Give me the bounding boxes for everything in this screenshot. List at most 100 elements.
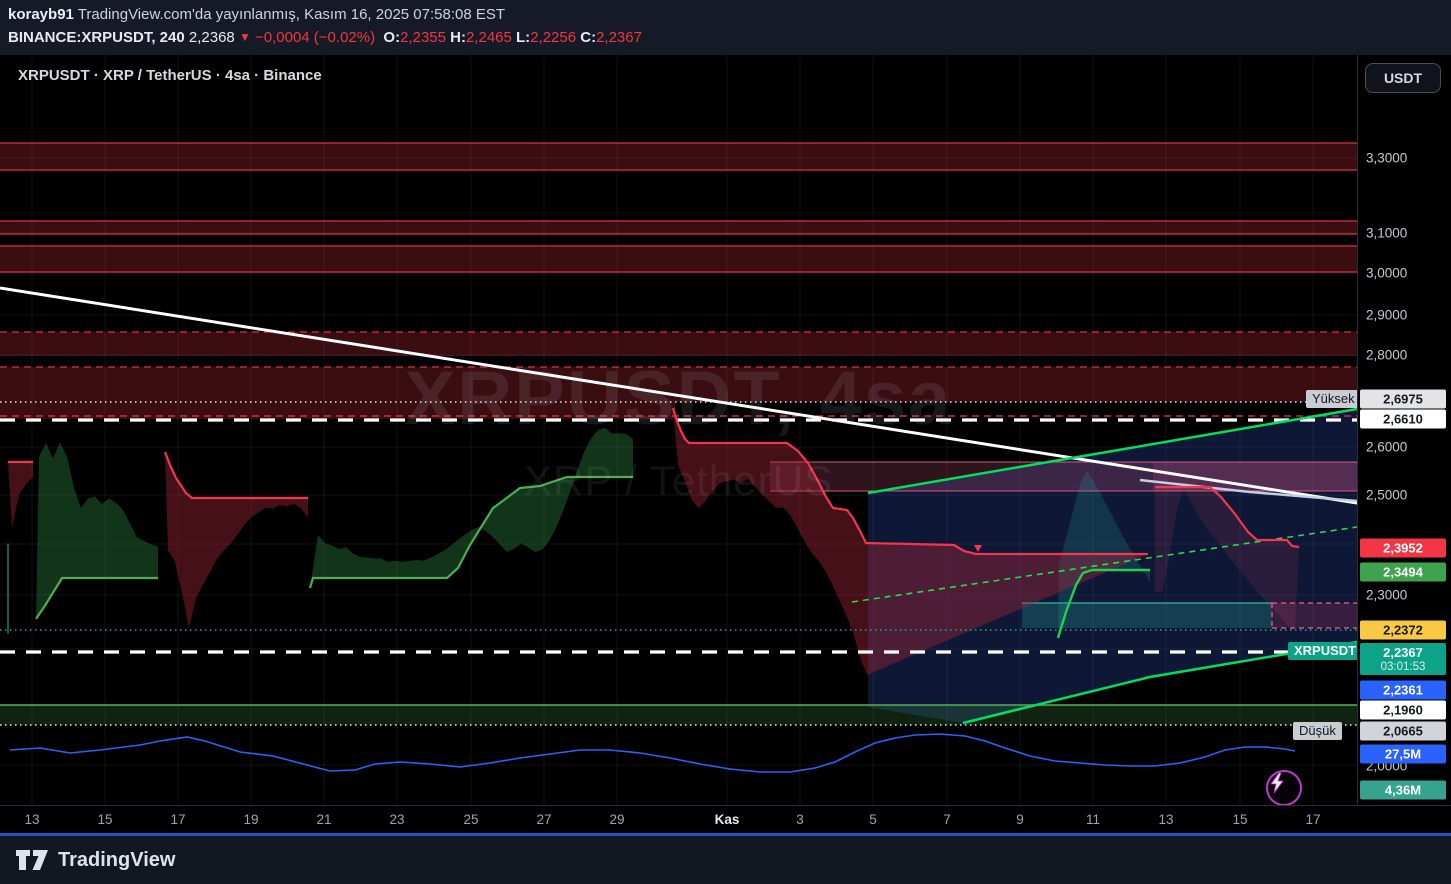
rising-green-dashed-trendline [851, 526, 1357, 603]
time-tick: 27 [536, 812, 552, 827]
price-badge: 2,6975 [1360, 389, 1446, 409]
ohlc-value: 2,2367 [596, 29, 647, 46]
supertrend-resistance-line [671, 407, 1148, 556]
time-tick: 11 [1085, 812, 1101, 827]
symbol-name: BINANCE:XRPUSDT, 240 [8, 29, 185, 46]
time-tick: 13 [24, 812, 40, 827]
channel-fill [868, 409, 1357, 723]
high-flag-badge: Yüksek [1306, 390, 1361, 408]
price-badge: 27,5M [1360, 744, 1446, 764]
trend-fill [310, 427, 633, 588]
grid-lines [0, 55, 1357, 805]
ohlc-value: 2,2256 [530, 29, 581, 46]
ohlc-value: 2,2355 [400, 29, 451, 46]
supertrend-resistance-line [163, 451, 308, 500]
supertrend-support-line [308, 475, 633, 589]
chart-plot-area[interactable]: XRPUSDT, 4sa XRP / TetherUS XRPUSDT · XR… [0, 55, 1363, 806]
sell-signal-marker [974, 545, 982, 552]
down-triangle-icon: ▼ [238, 30, 251, 44]
price-badge: 2,2367 03:01:53 [1360, 643, 1446, 675]
trend-fill [165, 452, 308, 628]
supply-zones [0, 142, 1357, 419]
chart-legend[interactable]: XRPUSDT · XRP / TetherUS · 4sa · Binance [18, 67, 322, 84]
time-tick: 9 [1016, 812, 1024, 827]
tradingview-logo[interactable]: TradingView [14, 847, 175, 873]
time-tick: 17 [1305, 812, 1321, 827]
lavender-ma-trendline [1139, 478, 1357, 503]
price-tick: 2,9000 [1366, 307, 1408, 323]
ohlc-key: L: [516, 29, 531, 46]
price-badge: 2,3952 [1360, 538, 1446, 558]
time-tick: 3 [796, 812, 804, 827]
tradingview-logo-icon [16, 850, 48, 870]
time-tick: Kas [714, 812, 740, 827]
footer-bar: TradingView [0, 836, 1451, 884]
time-tick: 15 [97, 812, 113, 827]
supertrend-support-line [35, 576, 158, 620]
byline: korayb91 TradingView.com'da yayınlanmış,… [8, 6, 505, 23]
low-flag-badge: Düşük [1293, 722, 1342, 740]
price-chart-svg [0, 55, 1357, 805]
price-tick: 2,6000 [1366, 439, 1408, 455]
supertrend-resistance-line [1155, 485, 1300, 549]
time-tick: 7 [943, 812, 951, 827]
price-badge: 2,2372 [1360, 620, 1446, 640]
price-badge: 4,36M [1360, 780, 1446, 800]
teal-demand-zone [1022, 603, 1272, 628]
ohlc-key: H: [450, 29, 466, 46]
supply-zone [0, 221, 1357, 234]
volume-ma-line [9, 733, 1296, 773]
price-scale[interactable]: USDT 3,3000 3,1000 3,0000 2,9000 2,8000 2,600… [1357, 55, 1451, 805]
lightning-bolt-icon [1270, 772, 1284, 794]
price-change: −0,0004 (−0.02%) [250, 29, 384, 46]
price-badge: 2,1960 [1360, 700, 1446, 720]
time-scale[interactable]: 13 15 17 19 21 23 25 27 29 Kas 3 5 7 9 11 13 15 17 [0, 805, 1451, 834]
supply-zone [0, 332, 1357, 356]
descending-white-trendline [0, 286, 1357, 505]
time-tick: 19 [243, 812, 259, 827]
time-tick: 15 [1232, 812, 1248, 827]
time-tick: 23 [389, 812, 405, 827]
symbol-info-line: BINANCE:XRPUSDT, 240 2,2368 ▼ −0,0004 (−… [8, 29, 646, 46]
price-tick: 3,0000 [1366, 265, 1408, 281]
time-tick: 29 [609, 812, 625, 827]
pink-dashed-zone [1272, 603, 1357, 628]
symbol-price-flag-badge: XRPUSDT [1288, 642, 1363, 660]
price-tick: 3,3000 [1366, 150, 1408, 166]
price-tick: 2,8000 [1366, 347, 1408, 363]
time-tick: 17 [170, 812, 186, 827]
lightning-button[interactable] [1266, 770, 1302, 806]
brand-name: TradingView [58, 848, 176, 871]
author-name[interactable]: korayb91 [8, 6, 74, 23]
trend-fill [8, 462, 33, 527]
time-tick: 25 [463, 812, 479, 827]
header-bar: korayb91 TradingView.com'da yayınlanmış,… [0, 0, 1451, 55]
trend-fill [36, 442, 158, 619]
ohlc-key: C: [580, 29, 597, 46]
last-price: 2,2368 [184, 29, 239, 46]
price-badge: 2,3494 [1360, 562, 1446, 582]
green-support-zone [0, 705, 1357, 725]
supply-zone [0, 246, 1357, 272]
publish-info: TradingView.com'da yayınlanmış, Kasım 16… [73, 6, 506, 23]
trend-fill [1155, 487, 1299, 628]
price-badge: 2,0665 [1360, 721, 1446, 741]
supertrend-support-line [1056, 568, 1150, 639]
channel-top-green-trendline [867, 407, 1357, 495]
price-badge: 2,6610 [1360, 409, 1446, 429]
time-tick: 13 [1158, 812, 1174, 827]
currency-toggle-button[interactable]: USDT [1365, 63, 1441, 93]
price-tick: 2,3000 [1366, 587, 1408, 603]
separator-line [0, 833, 1451, 836]
price-tick: 3,1000 [1366, 225, 1408, 241]
price-badge: 2,2361 [1360, 680, 1446, 700]
price-tick: 2,5000 [1366, 487, 1408, 503]
time-tick: 21 [316, 812, 332, 827]
time-tick: 5 [869, 812, 877, 827]
ohlc-key: O: [383, 29, 401, 46]
ohlc-value: 2,2465 [465, 29, 517, 46]
supply-zone [0, 402, 675, 419]
supply-zone [0, 143, 1357, 170]
trend-fill [673, 408, 1148, 675]
